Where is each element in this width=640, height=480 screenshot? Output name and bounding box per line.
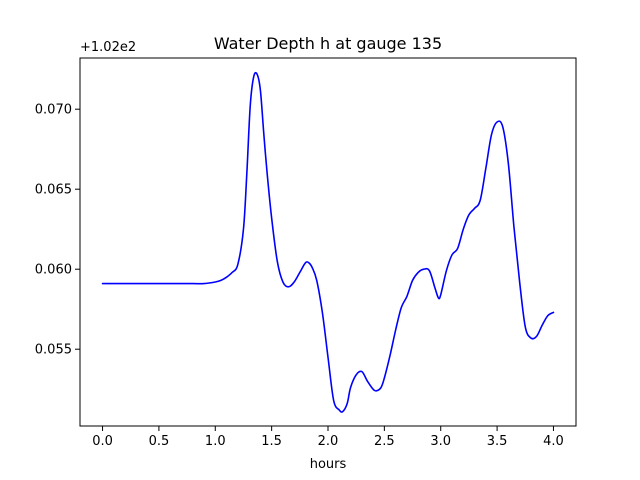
x-tick-label: 0.5 xyxy=(149,434,170,449)
y-tick-label: 0.065 xyxy=(35,183,72,198)
x-tick-label: 2.0 xyxy=(318,434,339,449)
axis-ticks: 0.0 0.5 1.0 1.5 2.0 2.5 3.0 3.5 4.0 0.055 0.060 0.0… xyxy=(35,103,564,449)
y-tick-label: 0.070 xyxy=(35,103,72,118)
x-tick-label: 1.0 xyxy=(205,434,226,449)
x-tick-label: 3.5 xyxy=(487,434,508,449)
y-tick-label: 0.055 xyxy=(35,343,72,358)
series-line-0 xyxy=(101,71,555,413)
x-axis-label: hours xyxy=(310,457,347,472)
x-tick-label: 0.0 xyxy=(92,434,113,449)
y-axis-offset-label: +1.02e2 xyxy=(80,40,136,55)
y-tick-label: 0.060 xyxy=(35,263,72,278)
x-tick-label: 4.0 xyxy=(543,434,564,449)
plot-area-frame xyxy=(79,57,577,427)
x-tick-label: 2.5 xyxy=(374,434,395,449)
x-tick-label: 1.5 xyxy=(261,434,282,449)
series-group xyxy=(101,71,555,413)
x-tick-label: 3.0 xyxy=(430,434,451,449)
chart-title: Water Depth h at gauge 135 xyxy=(214,34,442,53)
